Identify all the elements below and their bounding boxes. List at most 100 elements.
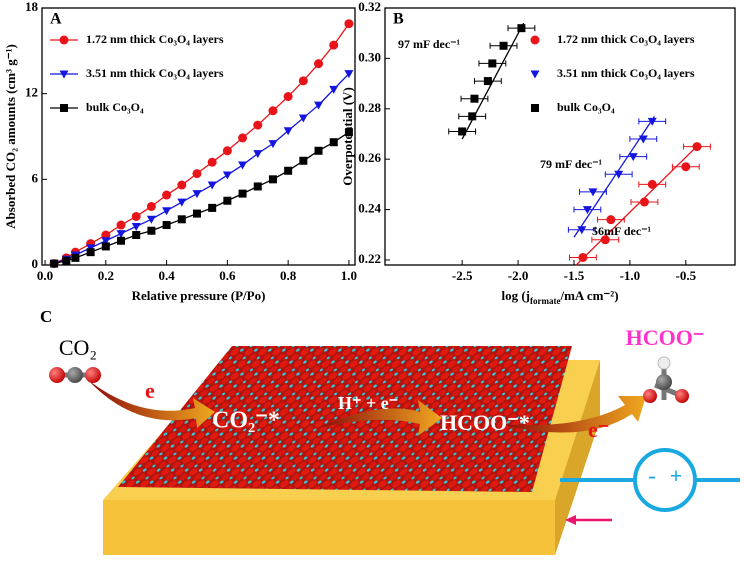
slab-side bbox=[555, 360, 600, 555]
marker bbox=[298, 114, 308, 123]
product-label: HCOO⁻ bbox=[626, 325, 705, 350]
x-tick-label: 0.8 bbox=[280, 268, 297, 283]
marker bbox=[606, 215, 616, 225]
legend-marker bbox=[59, 35, 69, 45]
marker bbox=[344, 70, 354, 79]
atom bbox=[49, 367, 65, 383]
marker bbox=[132, 231, 141, 240]
marker bbox=[117, 236, 126, 245]
marker bbox=[483, 77, 492, 86]
marker bbox=[681, 162, 691, 172]
marker bbox=[62, 256, 71, 265]
marker bbox=[268, 175, 277, 184]
x-axis-label-part: formate bbox=[530, 296, 560, 306]
marker bbox=[101, 242, 110, 251]
marker bbox=[116, 230, 126, 239]
y-tick-label: 0.32 bbox=[358, 0, 381, 14]
marker bbox=[177, 198, 187, 207]
panel-label: B bbox=[393, 11, 404, 28]
marker bbox=[192, 209, 201, 218]
marker bbox=[284, 166, 293, 175]
x-axis-label-part: /mA cm⁻²) bbox=[559, 288, 618, 303]
y-axis-label: Overpotential (V) bbox=[340, 87, 355, 186]
marker bbox=[50, 259, 59, 268]
y-tick-label: 6 bbox=[32, 170, 39, 185]
legend-label: 3.51 nm thick Co₃O₄ layers bbox=[86, 66, 224, 80]
arrow bbox=[318, 400, 442, 436]
x-axis-label: log (jformate/mA cm⁻²) bbox=[501, 288, 618, 306]
atom bbox=[657, 356, 671, 370]
marker bbox=[614, 170, 624, 179]
electron-label: e⁻ bbox=[588, 417, 609, 442]
marker bbox=[192, 190, 202, 199]
marker bbox=[329, 85, 339, 94]
x-tick-label: -1.0 bbox=[620, 268, 641, 283]
marker bbox=[298, 76, 308, 86]
marker bbox=[86, 248, 95, 257]
legend-label: 1.72 nm thick Co₃O₄ layers bbox=[86, 32, 224, 46]
marker bbox=[588, 188, 598, 197]
marker bbox=[344, 128, 353, 137]
marker bbox=[299, 156, 308, 165]
plot-frame bbox=[384, 7, 736, 266]
x-tick-label: 0.2 bbox=[98, 268, 114, 283]
e-label: e bbox=[145, 378, 155, 403]
legend-marker bbox=[531, 104, 539, 112]
annotation: 56mF dec⁻¹ bbox=[592, 224, 652, 238]
legend-marker bbox=[530, 35, 540, 45]
marker bbox=[71, 253, 80, 262]
y-tick-label: 0.30 bbox=[358, 49, 381, 64]
marker bbox=[314, 59, 324, 69]
proton-label: H⁺ + e⁻ bbox=[338, 393, 398, 413]
marker bbox=[647, 117, 657, 126]
marker bbox=[162, 221, 171, 230]
x-tick-label: 0.4 bbox=[158, 268, 175, 283]
marker bbox=[177, 180, 187, 190]
arrow bbox=[500, 396, 646, 433]
y-tick-label: 0.22 bbox=[358, 251, 381, 266]
marker bbox=[314, 146, 323, 155]
marker bbox=[162, 207, 172, 216]
marker bbox=[253, 150, 263, 159]
illustration: C CO₂ e CO₂⁻* H⁺ + e⁻ HCOO⁻* HCOO⁻ e⁻ - … bbox=[40, 307, 740, 555]
marker bbox=[468, 112, 477, 121]
marker bbox=[314, 101, 324, 110]
marker bbox=[101, 237, 111, 246]
panel-label: C bbox=[40, 307, 52, 326]
y-tick-label: 0.26 bbox=[358, 150, 381, 165]
atom bbox=[67, 367, 83, 383]
marker bbox=[344, 19, 354, 29]
legend-label: bulk Co₃O₄ bbox=[86, 100, 144, 114]
slab-front bbox=[103, 500, 555, 555]
atom bbox=[643, 389, 657, 403]
marker bbox=[116, 220, 126, 230]
marker bbox=[268, 106, 278, 116]
series-line bbox=[53, 23, 350, 265]
marker bbox=[238, 161, 248, 170]
marker bbox=[458, 127, 467, 136]
marker bbox=[146, 215, 156, 224]
x-tick-label: -1.5 bbox=[564, 268, 585, 283]
plot-frame bbox=[41, 7, 356, 266]
marker bbox=[222, 171, 232, 180]
marker bbox=[207, 157, 217, 167]
marker bbox=[647, 179, 657, 189]
marker bbox=[692, 142, 702, 152]
y-tick-label: 0.28 bbox=[358, 100, 381, 115]
legend-marker bbox=[60, 104, 68, 112]
panel-label: A bbox=[50, 11, 62, 28]
marker bbox=[253, 120, 263, 130]
source bbox=[633, 448, 697, 512]
adsorbed-label: CO₂⁻* bbox=[212, 408, 280, 434]
marker bbox=[628, 153, 638, 162]
y-axis-label: Absorbed CO₂ amounts (cm³ g⁻¹) bbox=[3, 44, 18, 229]
marker bbox=[222, 146, 232, 156]
x-tick-label: 1.0 bbox=[341, 268, 357, 283]
marker bbox=[223, 196, 232, 205]
x-axis-label: Relative pressure (P/Po) bbox=[132, 288, 266, 303]
marker bbox=[208, 203, 217, 212]
marker bbox=[582, 206, 592, 215]
annotation: 79 mF dec⁻¹ bbox=[540, 157, 603, 171]
x-tick-label: 0.0 bbox=[37, 268, 53, 283]
